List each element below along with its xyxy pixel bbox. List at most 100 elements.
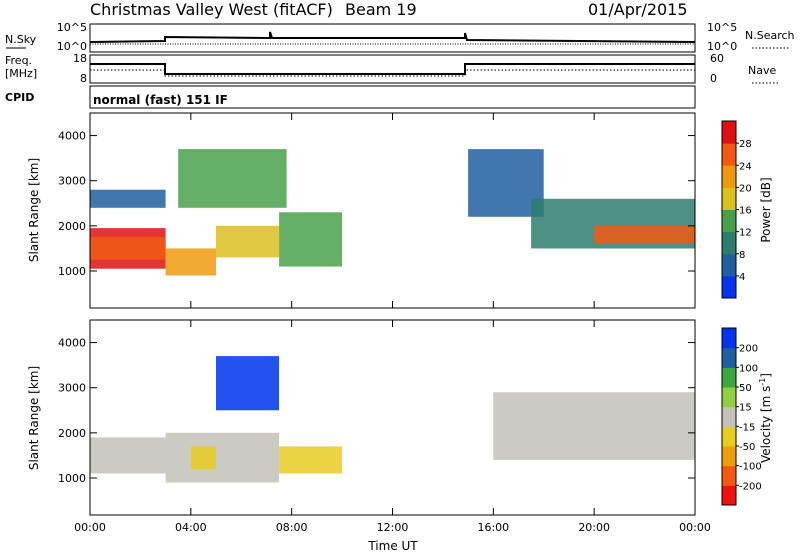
velocity-colorbar-label-main: Velocity [m s (759, 386, 773, 463)
velocity-colorbar-tick-label-5: 50 (739, 383, 752, 394)
freq-unit-label: [MHz] (5, 67, 37, 80)
velocity-colorbar-swatch-5 (722, 387, 736, 408)
power-scatter-region-2 (90, 189, 166, 208)
velocity-colorbar-swatch-8 (722, 328, 736, 349)
velocity-colorbar-tick-label-0: -200 (739, 481, 762, 492)
power-ylabel: Slant Range [km] (27, 158, 41, 262)
nave-tick-bottom: 0 (710, 72, 717, 85)
power-panel: 1000 2000 3000 4000 Slant Range [km] 4 8 12 16… (27, 112, 773, 309)
power-scatter-region-5 (178, 149, 287, 208)
nsky-panel: N.Sky 10^5 10^0 N.Search 10^5 10^0 (5, 21, 795, 53)
velocity-colorbar-tick-label-4: 15 (739, 403, 752, 414)
velocity-colorbar-swatch-6 (722, 367, 736, 388)
freq-tick-top: 18 (73, 52, 87, 65)
power-colorbar-swatch-3 (722, 209, 736, 233)
nsky-label: N.Sky (5, 33, 37, 46)
velocity-colorbar-tick-label-3: -15 (739, 422, 755, 433)
cpid-panel: CPID normal (fast) 151 IF (5, 85, 696, 109)
power-ytick-label-0: 1000 (58, 265, 86, 278)
velocity-scatter-region-5 (190, 446, 216, 469)
velocity-colorbar-swatch-4 (722, 406, 736, 427)
xtick-label-2: 08:00 (276, 521, 308, 534)
velocity-colorbar: -200 -100 -50 -15 15 50 100 200 (721, 327, 762, 506)
power-ytick-label-3: 4000 (58, 130, 86, 143)
velocity-colorbar-swatch-1 (722, 465, 736, 486)
cpid-label: CPID (5, 91, 34, 104)
power-colorbar-swatch-0 (722, 275, 736, 299)
power-ytick-label-2: 3000 (58, 175, 86, 188)
velocity-x-axis: 00:00 04:00 08:00 12:00 16:00 20:00 00:00 (74, 320, 711, 534)
velocity-scatter-region-2 (216, 356, 279, 411)
power-colorbar-label: Power [dB] (759, 177, 773, 242)
power-colorbar-tick-label-0: 4 (739, 272, 745, 283)
velocity-colorbar-label: Velocity [m s-1] (758, 373, 773, 463)
velocity-ytick-label-2: 3000 (58, 382, 86, 395)
power-scatter-region-4 (216, 225, 279, 258)
power-colorbar-swatch-5 (722, 165, 736, 188)
power-ytick-label-1: 2000 (58, 220, 86, 233)
station-title: Christmas Valley West (fitACF) (90, 0, 333, 19)
power-colorbar-swatch-6 (722, 143, 736, 166)
freq-trace (90, 63, 695, 75)
nsearch-label: N.Search (745, 29, 795, 42)
velocity-ytick-label-1: 2000 (58, 427, 86, 440)
velocity-scatter-region-0 (90, 437, 166, 474)
velocity-colorbar-label-sup: -1 (758, 378, 767, 386)
power-scatter-region-3 (165, 248, 216, 276)
power-colorbar-tick-label-6: 28 (739, 139, 752, 150)
velocity-colorbar-swatch-0 (722, 485, 736, 506)
velocity-colorbar-swatch-3 (722, 426, 736, 447)
power-scatter-region-9 (594, 225, 695, 244)
velocity-scatter-region-4 (493, 392, 695, 460)
power-colorbar-tick-label-5: 24 (739, 161, 752, 172)
power-y-axis: 1000 2000 3000 4000 (58, 130, 695, 278)
power-heatmap (90, 149, 695, 276)
velocity-colorbar-swatch-2 (722, 446, 736, 467)
xtick-label-1: 04:00 (175, 521, 207, 534)
velocity-ytick-label-0: 1000 (58, 472, 86, 485)
velocity-colorbar-label-end: ] (759, 373, 773, 378)
nsky-tick-top: 10^5 (57, 21, 87, 34)
nsearch-tick-top: 10^5 (707, 21, 737, 34)
power-x-ticks (89, 113, 696, 308)
power-colorbar-tick-label-1: 8 (739, 250, 745, 261)
freq-label: Freq. (5, 54, 32, 67)
velocity-panel: 1000 2000 3000 4000 00:00 04:00 08:00 12:00 16:… (27, 319, 773, 553)
velocity-colorbar-swatch-7 (722, 347, 736, 368)
xtick-label-6: 00:00 (679, 521, 711, 534)
xtick-label-3: 12:00 (377, 521, 409, 534)
velocity-colorbar-tick-label-1: -100 (739, 462, 762, 473)
velocity-y-axis: 1000 2000 3000 4000 (58, 337, 695, 485)
velocity-scatter-region-3 (279, 446, 343, 474)
nsky-tick-bottom: 10^0 (57, 40, 87, 53)
velocity-colorbar-tick-label-6: 100 (739, 363, 758, 374)
power-colorbar-swatch-1 (722, 253, 736, 277)
xtick-label-4: 16:00 (477, 521, 509, 534)
beam-label: Beam 19 (345, 0, 417, 19)
nave-tick-top: 60 (710, 52, 724, 65)
power-scatter-region-1 (90, 237, 166, 260)
power-colorbar-tick-label-4: 20 (739, 183, 752, 194)
power-scatter-region-6 (279, 212, 343, 267)
velocity-heatmap (90, 356, 695, 483)
xtick-label-0: 00:00 (74, 521, 106, 534)
nave-label: Nave (748, 64, 776, 77)
nsearch-tick-bottom: 10^0 (707, 40, 737, 53)
velocity-scatter-region-1 (165, 432, 279, 483)
nsky-trace (89, 31, 696, 43)
velocity-colorbar-tick-label-2: -50 (739, 442, 755, 453)
power-colorbar-swatch-7 (722, 121, 736, 144)
power-colorbar-swatch-2 (722, 231, 736, 255)
velocity-colorbar-frame (721, 327, 737, 506)
velocity-ytick-label-3: 4000 (58, 337, 86, 350)
x-axis-label: Time UT (367, 539, 418, 553)
cpid-value: normal (fast) 151 IF (93, 93, 228, 107)
power-colorbar-tick-label-3: 16 (739, 206, 752, 217)
power-colorbar-swatch-4 (722, 187, 736, 210)
freq-tick-bottom: 8 (80, 72, 87, 85)
nave-trace (90, 69, 695, 77)
freq-panel: Freq. [MHz] 18 8 Nave 60 0 (5, 52, 780, 85)
velocity-ylabel: Slant Range [km] (27, 366, 41, 470)
power-colorbar-tick-label-2: 12 (739, 228, 752, 239)
